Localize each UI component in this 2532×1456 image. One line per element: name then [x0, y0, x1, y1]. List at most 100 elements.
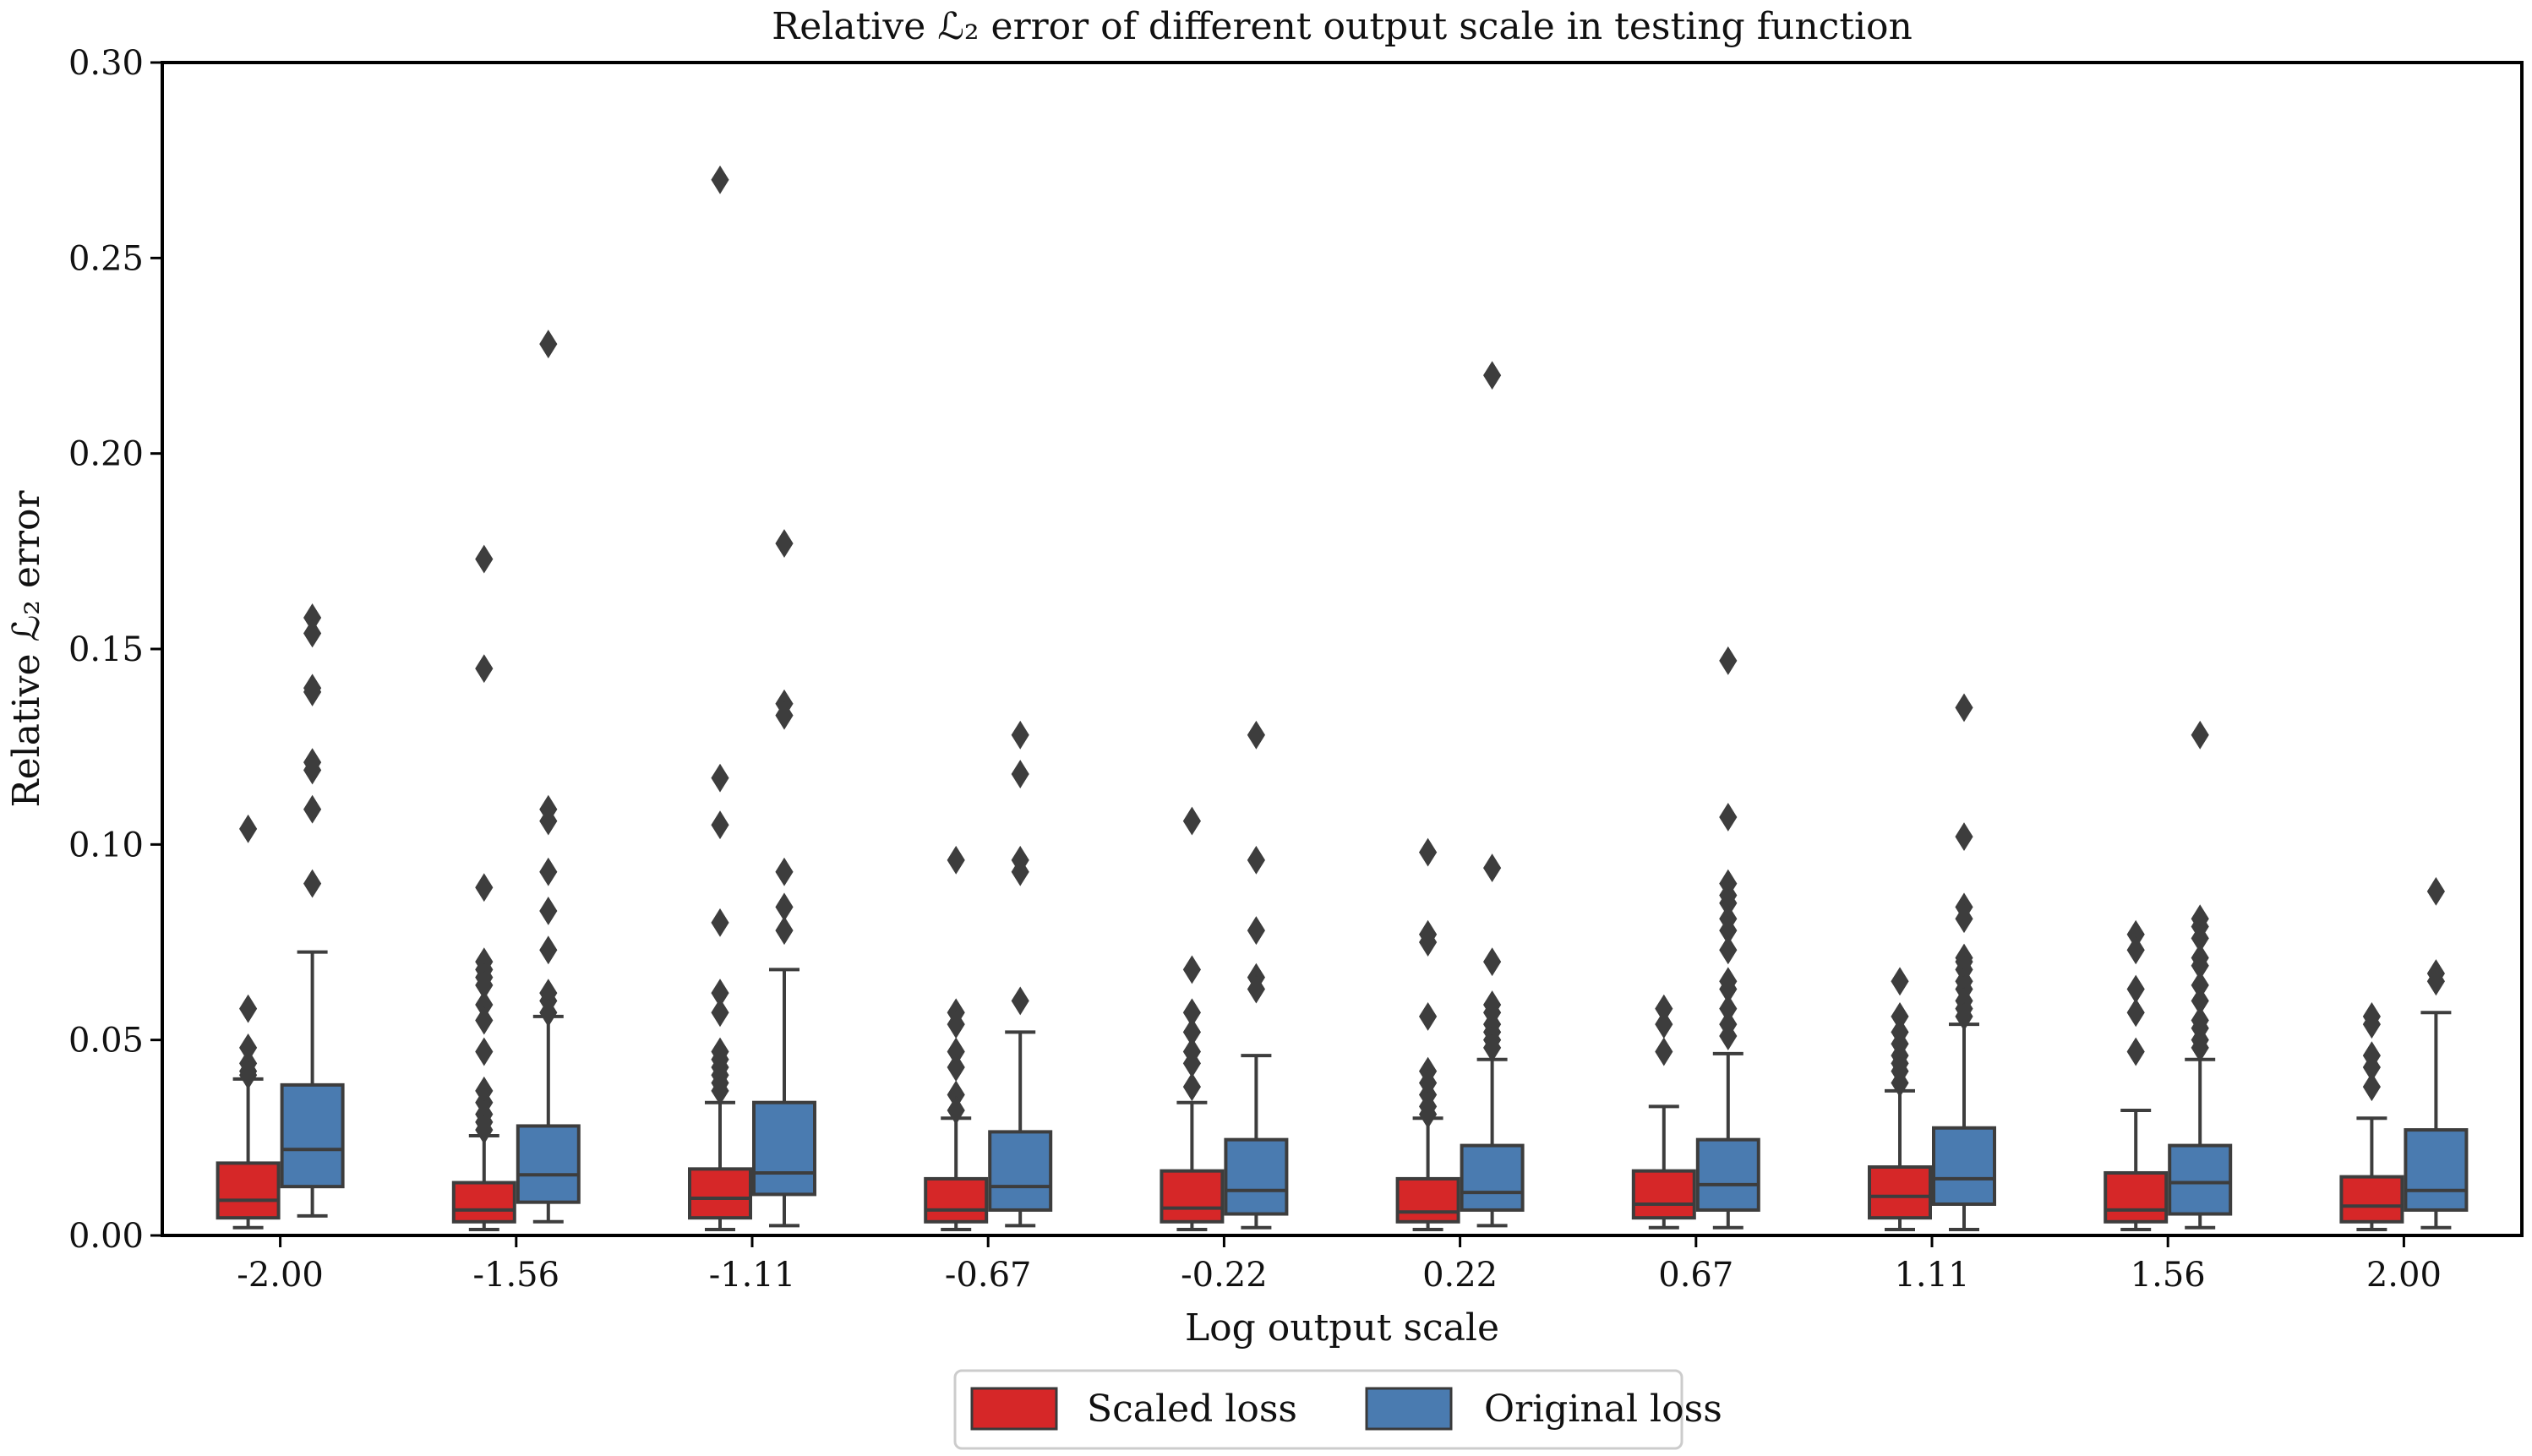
outlier-point — [303, 619, 322, 648]
chart-title: Relative ℒ₂ error of different output sc… — [772, 5, 1913, 48]
box-group-scaled-loss — [216, 814, 281, 1230]
box-group-original-loss — [2404, 876, 2469, 1230]
x-tick-label: 0.67 — [1658, 1256, 1733, 1295]
x-tick-label: 1.11 — [1894, 1256, 1969, 1295]
outlier-point — [711, 1076, 729, 1105]
outlier-point — [539, 330, 558, 359]
box-group-scaled-loss — [1868, 967, 1932, 1232]
outlier-point — [475, 1006, 494, 1035]
outlier-point — [947, 845, 965, 875]
outlier-point — [303, 755, 322, 785]
box-scaled-loss — [216, 1161, 281, 1220]
plot-frame — [161, 61, 2524, 1237]
outlier-point — [711, 763, 729, 793]
box-group-original-loss — [1932, 693, 1996, 1232]
box-group-original-loss — [1460, 361, 1525, 1228]
outlier-point — [1891, 967, 1909, 996]
boxes-layer — [216, 165, 2469, 1232]
outlier-point — [775, 916, 794, 946]
x-tick-label: -2.00 — [237, 1256, 324, 1295]
outlier-point — [239, 994, 258, 1023]
outlier-point — [1955, 822, 1973, 852]
outlier-point — [2191, 1033, 2209, 1062]
outlier-point — [539, 998, 558, 1028]
box-group-scaled-loss — [924, 845, 989, 1232]
outlier-point — [2426, 967, 2445, 996]
outlier-point — [1182, 1072, 1201, 1102]
outlier-point — [711, 998, 729, 1028]
box-original-loss — [1460, 1143, 1525, 1212]
outlier-point — [1719, 1022, 1738, 1050]
outlier-point — [1483, 947, 1502, 977]
outlier-point — [539, 806, 558, 836]
box-scaled-loss — [451, 1181, 516, 1224]
x-tick-label: -1.11 — [709, 1256, 796, 1295]
outlier-point — [475, 654, 494, 684]
outlier-point — [1483, 853, 1502, 883]
outlier-point — [1419, 928, 1438, 957]
outlier-point — [711, 165, 729, 194]
box-original-loss — [1224, 1137, 1289, 1216]
outlier-point — [2426, 876, 2445, 906]
box-original-loss — [988, 1130, 1053, 1212]
y-tick-label: 0.00 — [68, 1217, 144, 1256]
legend: Scaled loss Original loss — [953, 1369, 1722, 1450]
x-axis-title: Log output scale — [1185, 1306, 1499, 1350]
box-group-original-loss — [516, 330, 581, 1224]
box-scaled-loss — [2339, 1175, 2404, 1224]
outlier-point — [239, 814, 258, 843]
outlier-point — [947, 1096, 965, 1125]
y-tick-label: 0.05 — [68, 1022, 144, 1061]
ticks-layer: 0.00 0.05 0.10 0.15 0.20 0.25 0.30 -2.00 -1.56 -1… — [68, 44, 2442, 1295]
outlier-point — [303, 794, 322, 824]
outlier-point — [239, 1061, 258, 1090]
outlier-point — [1483, 361, 1502, 390]
outlier-point — [1655, 1010, 1673, 1039]
outlier-point — [475, 544, 494, 574]
box-group-scaled-loss — [2339, 1001, 2404, 1232]
box-scaled-loss — [2104, 1170, 2169, 1224]
outlier-point — [1719, 803, 1738, 832]
outlier-point — [1011, 760, 1029, 788]
outlier-point — [711, 908, 729, 937]
outlier-point — [303, 677, 322, 706]
outlier-point — [475, 1037, 494, 1066]
y-tick-label: 0.15 — [68, 630, 144, 669]
y-tick-label: 0.20 — [68, 435, 144, 474]
y-tick-label: 0.10 — [68, 826, 144, 864]
box-group-scaled-loss — [1631, 994, 1696, 1230]
outlier-point — [1419, 1001, 1438, 1031]
outlier-point — [2126, 1037, 2145, 1066]
x-tick-label: -1.56 — [473, 1256, 560, 1295]
outlier-point — [1955, 693, 1973, 723]
legend-label-original-loss: Original loss — [1484, 1388, 1722, 1431]
box-scaled-loss — [1160, 1169, 1225, 1224]
outlier-point — [1011, 720, 1029, 750]
box-original-loss — [1695, 1137, 1760, 1212]
outlier-point — [1419, 837, 1438, 867]
box-scaled-loss — [688, 1167, 752, 1220]
outlier-point — [1182, 955, 1201, 984]
outlier-point — [303, 869, 322, 898]
box-group-original-loss — [988, 720, 1053, 1228]
legend-label-scaled-loss: Scaled loss — [1087, 1388, 1297, 1431]
x-tick-label: 1.56 — [2131, 1256, 2206, 1295]
outlier-point — [1011, 857, 1029, 886]
outlier-point — [475, 873, 494, 903]
x-tick-label: -0.22 — [1181, 1256, 1268, 1295]
box-group-scaled-loss — [451, 544, 516, 1232]
outlier-point — [1655, 1037, 1673, 1066]
box-group-original-loss — [280, 603, 345, 1218]
y-axis-title: Relative ℒ₂ error — [5, 490, 48, 808]
x-tick-label: 0.22 — [1422, 1256, 1498, 1295]
outlier-point — [1955, 1001, 1973, 1031]
box-group-original-loss — [2168, 720, 2233, 1230]
box-group-original-loss — [1224, 720, 1289, 1230]
outlier-point — [775, 857, 794, 886]
outlier-point — [539, 935, 558, 965]
legend-swatch-scaled-loss — [970, 1387, 1058, 1431]
outlier-point — [711, 810, 729, 840]
box-original-loss — [2404, 1128, 2469, 1212]
outlier-point — [2126, 935, 2145, 965]
